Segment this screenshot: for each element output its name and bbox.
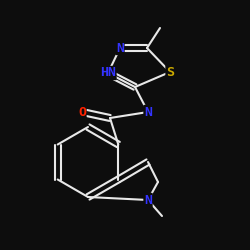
Text: HN: HN (100, 66, 116, 80)
Text: N: N (144, 106, 152, 118)
Text: N: N (144, 194, 152, 206)
Text: N: N (116, 42, 124, 54)
Text: S: S (166, 66, 174, 78)
Text: O: O (78, 106, 86, 118)
